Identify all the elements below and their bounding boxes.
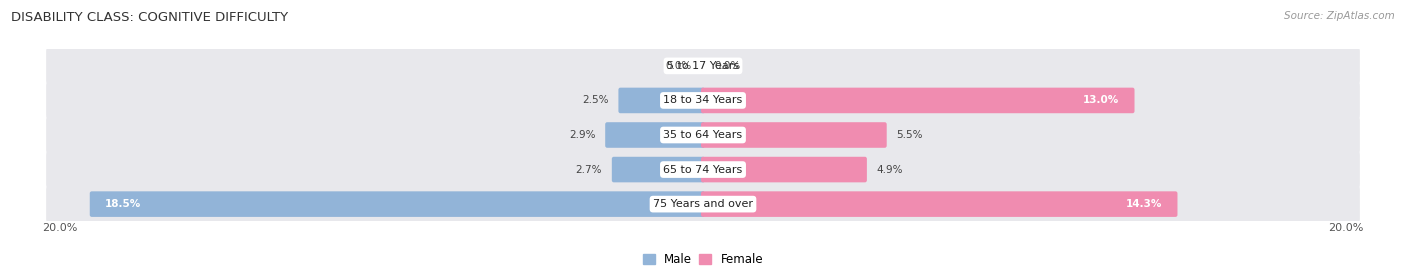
FancyBboxPatch shape (605, 122, 704, 148)
Text: 65 to 74 Years: 65 to 74 Years (664, 164, 742, 175)
FancyBboxPatch shape (702, 122, 887, 148)
Text: 18.5%: 18.5% (105, 199, 141, 209)
Text: Source: ZipAtlas.com: Source: ZipAtlas.com (1284, 11, 1395, 21)
FancyBboxPatch shape (702, 191, 1177, 217)
Text: 75 Years and over: 75 Years and over (652, 199, 754, 209)
FancyBboxPatch shape (90, 191, 704, 217)
Text: 35 to 64 Years: 35 to 64 Years (664, 130, 742, 140)
Text: 5 to 17 Years: 5 to 17 Years (666, 61, 740, 71)
Text: 2.7%: 2.7% (575, 164, 602, 175)
FancyBboxPatch shape (46, 149, 1360, 190)
Text: 20.0%: 20.0% (42, 223, 77, 233)
FancyBboxPatch shape (46, 114, 1360, 156)
Text: 0.0%: 0.0% (714, 61, 741, 71)
FancyBboxPatch shape (46, 183, 1360, 225)
FancyBboxPatch shape (702, 157, 868, 182)
Legend: Male, Female: Male, Female (638, 248, 768, 270)
Text: 0.0%: 0.0% (665, 61, 692, 71)
FancyBboxPatch shape (619, 88, 704, 113)
FancyBboxPatch shape (46, 80, 1360, 121)
FancyBboxPatch shape (702, 88, 1135, 113)
Text: 2.5%: 2.5% (582, 95, 609, 106)
Text: 18 to 34 Years: 18 to 34 Years (664, 95, 742, 106)
Text: 5.5%: 5.5% (896, 130, 922, 140)
FancyBboxPatch shape (612, 157, 704, 182)
Text: 20.0%: 20.0% (1329, 223, 1364, 233)
Text: 14.3%: 14.3% (1126, 199, 1163, 209)
Text: 2.9%: 2.9% (569, 130, 596, 140)
FancyBboxPatch shape (46, 45, 1360, 87)
Text: DISABILITY CLASS: COGNITIVE DIFFICULTY: DISABILITY CLASS: COGNITIVE DIFFICULTY (11, 11, 288, 24)
Text: 13.0%: 13.0% (1083, 95, 1119, 106)
Text: 4.9%: 4.9% (876, 164, 903, 175)
